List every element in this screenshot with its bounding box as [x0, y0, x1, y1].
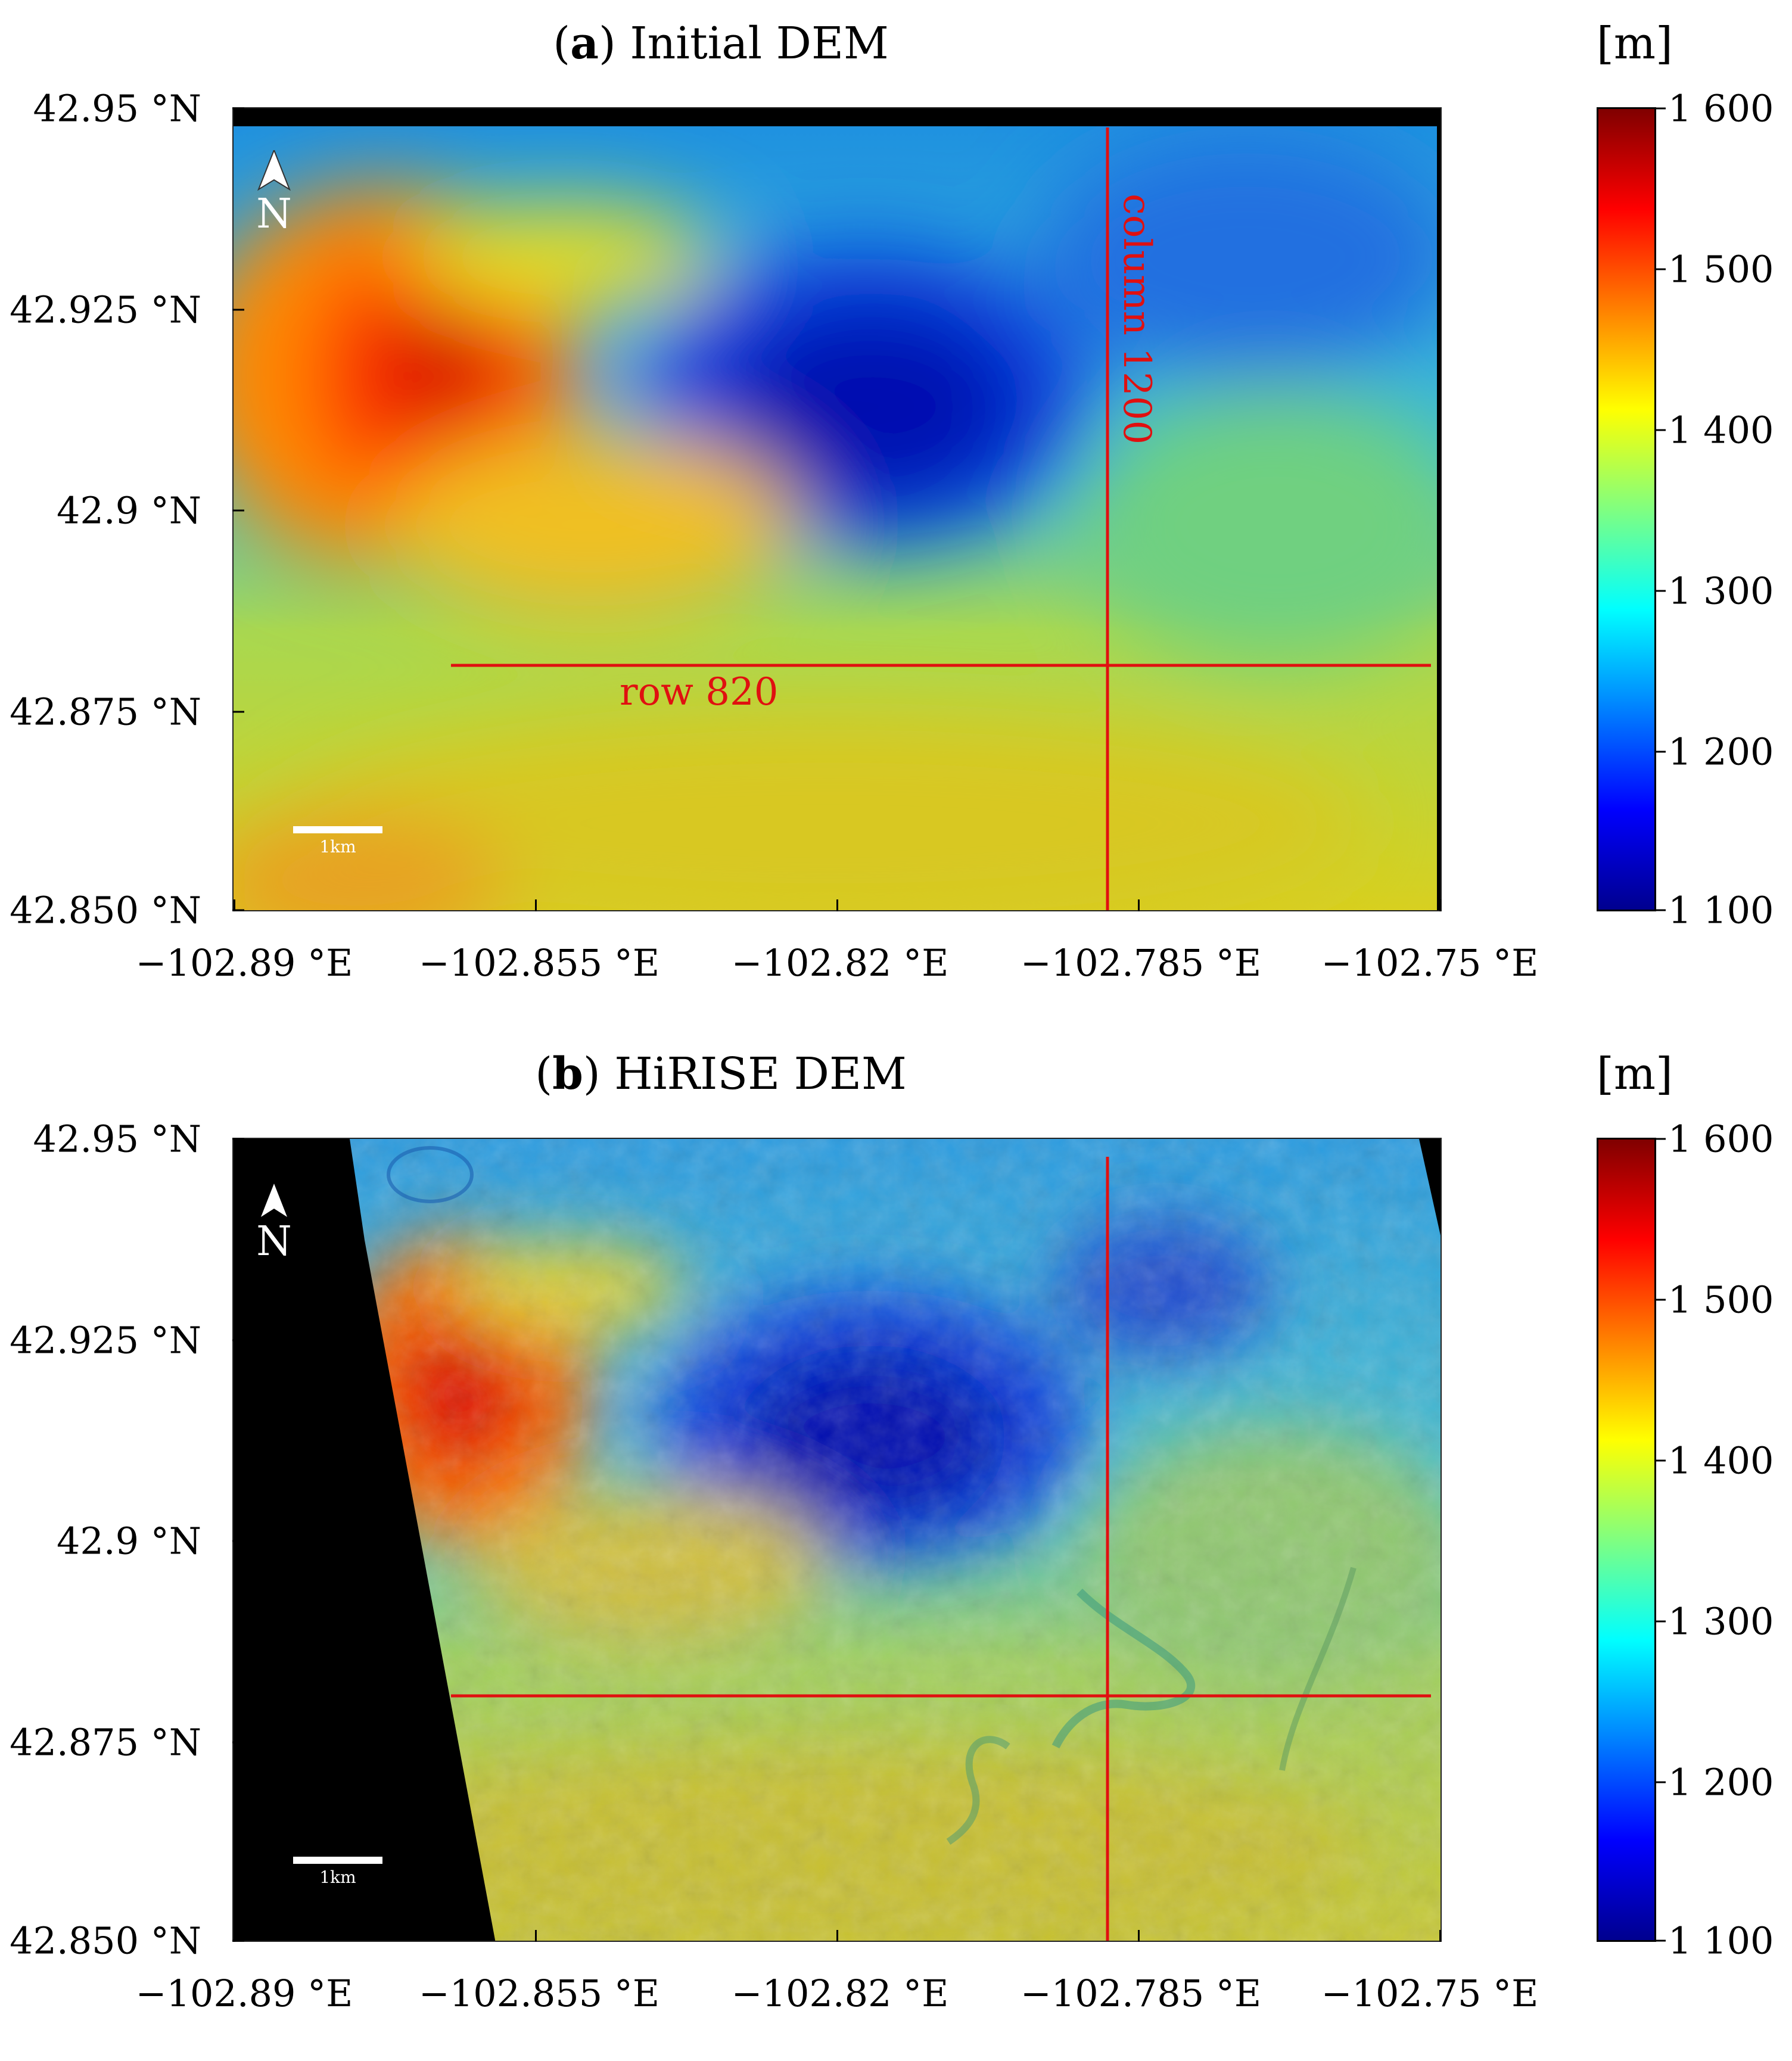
colorbar-tick — [1656, 1299, 1666, 1301]
y-tick-label: 42.95 °N — [33, 86, 201, 130]
colorbar-unit: [m] — [1597, 18, 1673, 69]
colorbar-tick — [1656, 1138, 1666, 1140]
north-arrow: N — [256, 148, 292, 238]
dem-map[interactable]: N 1km — [232, 107, 1442, 911]
y-tick-label: 42.850 °N — [10, 1919, 201, 1963]
colorbar-label: 1 400 — [1668, 1439, 1774, 1483]
x-tick — [1138, 1930, 1140, 1942]
x-tick — [1138, 899, 1140, 911]
y-tick — [232, 309, 244, 311]
scale-bar-label: 1km — [319, 837, 356, 857]
profile-lines — [451, 1157, 1431, 1941]
y-tick — [232, 1138, 244, 1140]
column-label: column 1200 — [1115, 194, 1159, 445]
y-tick — [232, 107, 244, 110]
panel-initial-dem: (a) Initial DEM [m] — [0, 0, 1792, 1030]
scale-bar: 1km — [293, 826, 382, 857]
y-tick — [232, 711, 244, 713]
colorbar-tick — [1656, 590, 1666, 592]
x-tick-label: −102.89 °E — [135, 1972, 353, 2015]
row-label: row 820 — [620, 670, 779, 714]
colorbar-tick — [1656, 1781, 1666, 1783]
colorbar-tick — [1656, 1939, 1666, 1942]
x-tick — [836, 899, 838, 911]
colorbar-label: 1 500 — [1668, 1278, 1774, 1322]
x-tick — [1439, 1930, 1441, 1942]
colorbar-tick — [1656, 1620, 1666, 1623]
terrain-image — [234, 108, 1441, 910]
colorbar-tick — [1656, 751, 1666, 753]
scale-bar: 1km — [293, 1857, 382, 1887]
x-tick — [1439, 899, 1441, 911]
colorbar-label: 1 600 — [1668, 1117, 1774, 1161]
colorbar-label: 1 300 — [1668, 569, 1774, 613]
colorbar-label: 1 100 — [1668, 888, 1774, 932]
y-tick — [232, 909, 244, 911]
colorbar-tick — [1656, 107, 1666, 110]
dem-map[interactable]: N 1km — [232, 1138, 1442, 1942]
colorbar-tick — [1656, 429, 1666, 431]
colorbar-label: 1 200 — [1668, 1760, 1774, 1804]
x-tick — [535, 899, 537, 911]
x-tick — [234, 1930, 235, 1942]
y-tick — [232, 509, 244, 512]
x-tick-label: −102.89 °E — [135, 941, 353, 985]
y-tick-label: 42.875 °N — [10, 690, 201, 734]
north-label: N — [256, 1218, 292, 1265]
panel-letter: b — [552, 1048, 583, 1100]
colorbar-label: 1 300 — [1668, 1599, 1774, 1643]
x-tick-label: −102.785 °E — [1020, 941, 1262, 985]
north-arrow-icon — [261, 1184, 287, 1217]
colorbar — [1597, 1138, 1656, 1942]
x-tick-label: −102.785 °E — [1020, 1972, 1262, 2015]
x-tick-label: −102.75 °E — [1321, 941, 1539, 985]
colorbar-label: 1 600 — [1668, 86, 1774, 130]
x-tick — [836, 1930, 838, 1942]
colorbar-tick — [1656, 909, 1666, 911]
y-tick-label: 42.850 °N — [10, 888, 201, 932]
scale-bar-label: 1km — [319, 1867, 356, 1887]
panel-letter: a — [570, 18, 599, 69]
x-tick-label: −102.75 °E — [1321, 1972, 1539, 2015]
y-tick-label: 42.925 °N — [10, 1318, 201, 1362]
x-tick-label: −102.82 °E — [731, 1972, 949, 2015]
x-tick-label: −102.855 °E — [418, 1972, 660, 2015]
y-tick-label: 42.9 °N — [56, 488, 201, 533]
colorbar-unit: [m] — [1597, 1048, 1673, 1100]
y-tick-label: 42.95 °N — [33, 1117, 201, 1161]
x-tick-label: −102.855 °E — [418, 941, 660, 985]
colorbar-tick — [1656, 268, 1666, 270]
colorbar — [1597, 107, 1656, 911]
y-tick — [232, 1540, 244, 1542]
y-tick — [232, 1741, 244, 1744]
profile-lines — [451, 127, 1431, 910]
x-tick-label: −102.82 °E — [731, 941, 949, 985]
x-tick — [535, 1930, 537, 1942]
colorbar-tick — [1656, 1459, 1666, 1462]
colorbar-label: 1 100 — [1668, 1919, 1774, 1963]
y-tick-label: 42.9 °N — [56, 1519, 201, 1563]
colorbar-label: 1 400 — [1668, 408, 1774, 452]
north-arrow: N — [256, 1184, 292, 1262]
north-arrow-icon — [257, 148, 291, 191]
panel-title: (a) Initial DEM — [553, 18, 889, 69]
y-tick-label: 42.875 °N — [10, 1720, 201, 1764]
y-tick — [232, 1339, 244, 1341]
colorbar-label: 1 200 — [1668, 730, 1774, 774]
panel-title: (b) HiRISE DEM — [535, 1048, 907, 1100]
north-label: N — [256, 191, 292, 238]
y-tick — [232, 1939, 244, 1942]
colorbar-label: 1 500 — [1668, 247, 1774, 291]
x-tick — [234, 899, 235, 911]
terrain-image — [234, 1139, 1441, 1941]
panel-hirise-dem: (b) HiRISE DEM [m] — [0, 1030, 1792, 2061]
y-tick-label: 42.925 °N — [10, 288, 201, 332]
